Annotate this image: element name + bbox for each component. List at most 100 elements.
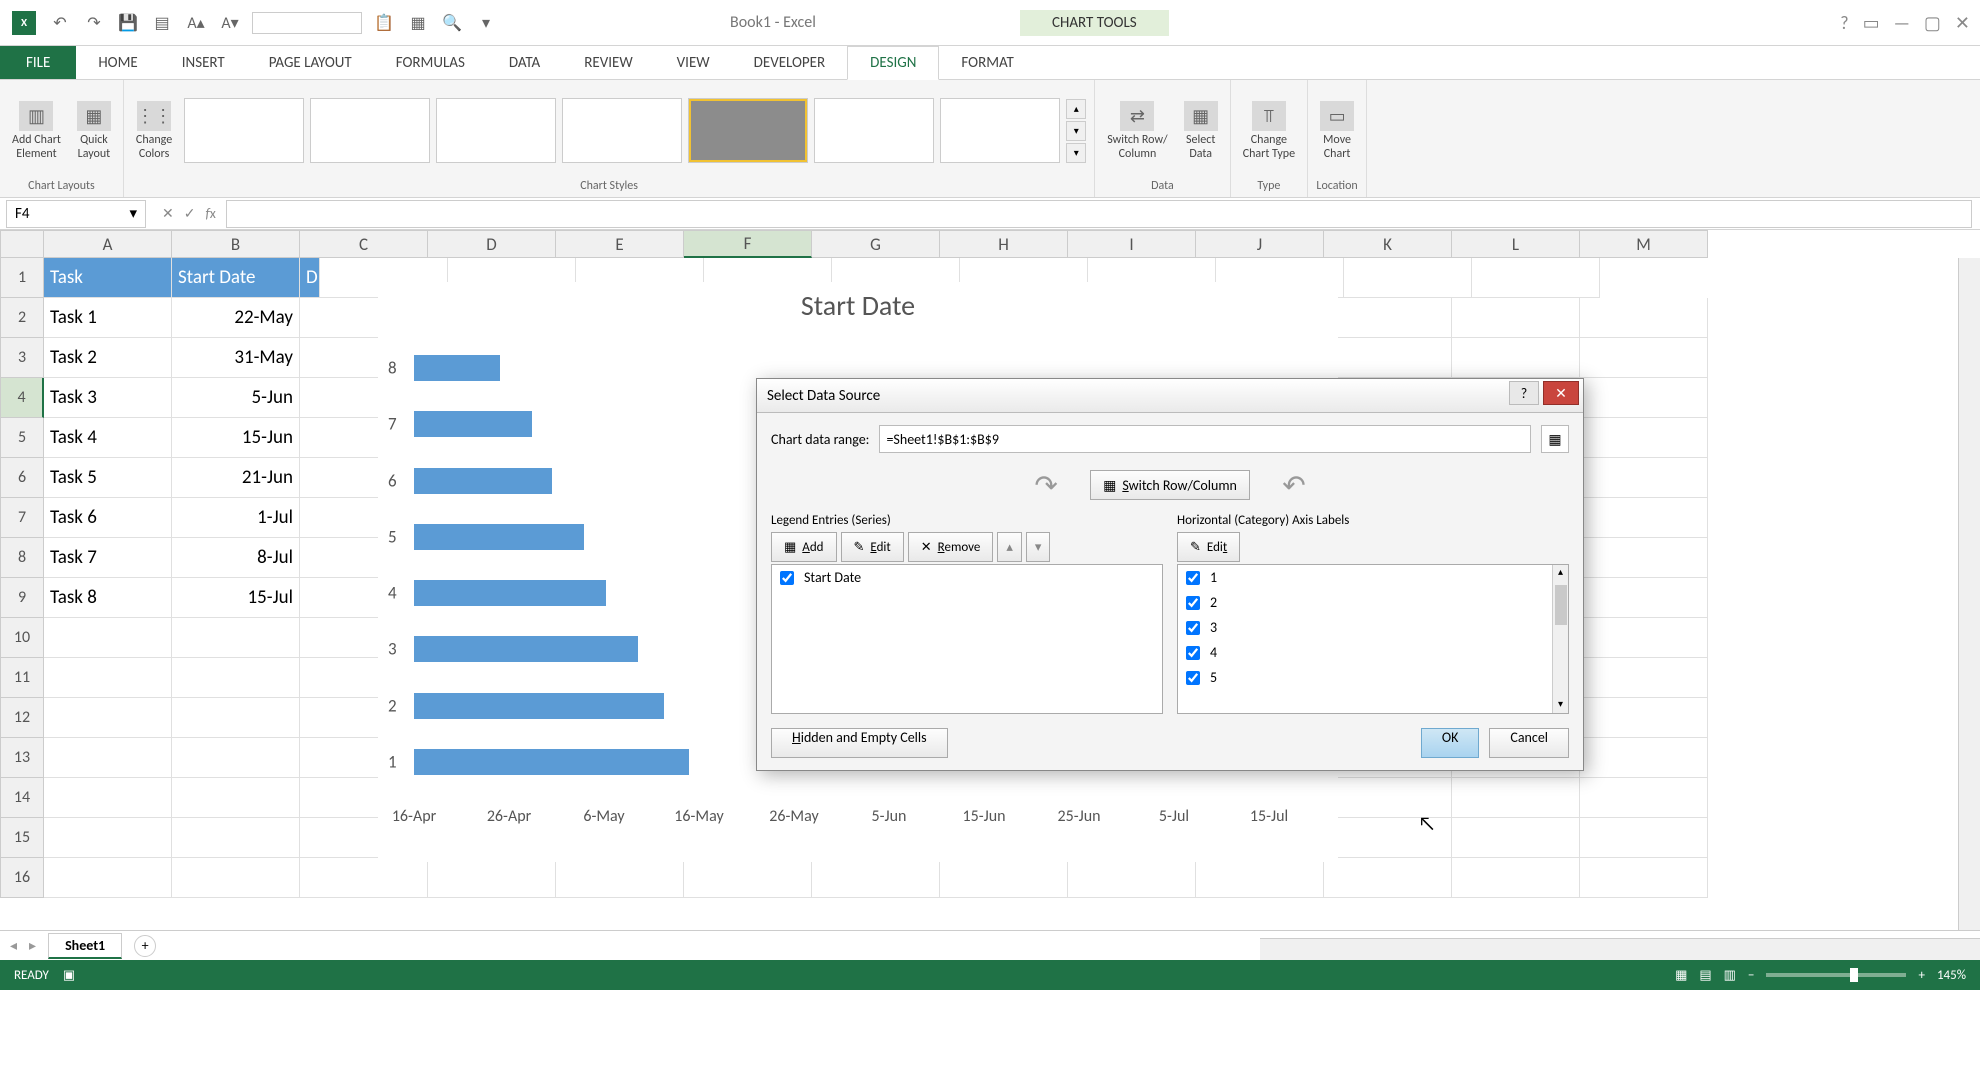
font-box[interactable] — [252, 12, 362, 34]
chevron-down-icon[interactable]: ▾ — [129, 204, 137, 223]
series-item[interactable]: Start Date — [772, 565, 1162, 590]
undo-icon[interactable]: ↶ — [48, 11, 72, 35]
sheet-nav-next-icon[interactable]: ▸ — [29, 937, 36, 954]
cell[interactable] — [556, 858, 684, 898]
column-header[interactable]: I — [1068, 230, 1196, 258]
cell[interactable] — [1580, 338, 1708, 378]
view-page-break-icon[interactable]: ▥ — [1724, 968, 1736, 983]
cell[interactable] — [1580, 538, 1708, 578]
cell[interactable]: Task 1 — [44, 298, 172, 338]
zoom-level[interactable]: 145% — [1937, 968, 1966, 983]
cell[interactable] — [1324, 858, 1452, 898]
hidden-empty-cells-button[interactable]: Hidden and Empty Cells — [771, 728, 948, 758]
series-remove-button[interactable]: ✕ Remove — [908, 532, 994, 562]
series-edit-button[interactable]: ✎ Edit — [841, 532, 904, 562]
cell[interactable] — [172, 698, 300, 738]
axis-labels-list[interactable]: 1 2 3 4 5▴▾ — [1177, 564, 1569, 714]
row-header[interactable]: 7 — [0, 498, 44, 538]
tab-formulas[interactable]: FORMULAS — [374, 46, 487, 79]
row-header[interactable]: 15 — [0, 818, 44, 858]
cell[interactable]: Task 8 — [44, 578, 172, 618]
cell[interactable]: 1-Jul — [172, 498, 300, 538]
row-header[interactable]: 12 — [0, 698, 44, 738]
cell[interactable] — [300, 858, 428, 898]
tab-view[interactable]: VIEW — [655, 46, 732, 79]
dialog-close-icon[interactable]: ✕ — [1543, 381, 1579, 405]
cell[interactable]: Task 5 — [44, 458, 172, 498]
row-header[interactable]: 6 — [0, 458, 44, 498]
close-icon[interactable]: ✕ — [1955, 12, 1970, 34]
cell[interactable] — [1344, 258, 1472, 298]
help-icon[interactable]: ? — [1840, 12, 1848, 34]
cell[interactable] — [940, 858, 1068, 898]
cell[interactable] — [1580, 698, 1708, 738]
zoom-out-icon[interactable]: − — [1748, 968, 1754, 983]
cell[interactable]: 21-Jun — [172, 458, 300, 498]
cell[interactable] — [1580, 738, 1708, 778]
cell[interactable] — [172, 618, 300, 658]
column-header[interactable]: E — [556, 230, 684, 258]
add-sheet-icon[interactable]: + — [134, 935, 156, 957]
column-header[interactable]: B — [172, 230, 300, 258]
cell[interactable] — [172, 658, 300, 698]
paste-icon[interactable]: 📋 — [372, 11, 396, 35]
cell[interactable] — [1580, 498, 1708, 538]
select-data-button[interactable]: ▦Select Data — [1180, 99, 1222, 163]
cell[interactable]: Start Date — [172, 258, 300, 298]
save-icon[interactable]: 💾 — [116, 11, 140, 35]
chart-style-thumb[interactable] — [814, 98, 934, 163]
cell[interactable] — [1580, 658, 1708, 698]
cell[interactable] — [172, 818, 300, 858]
column-header[interactable]: C — [300, 230, 428, 258]
zoom-slider[interactable] — [1766, 973, 1906, 977]
axis-label-item[interactable]: 2 — [1178, 590, 1568, 615]
dialog-titlebar[interactable]: Select Data Source ? ✕ — [757, 379, 1583, 413]
chart-style-thumb[interactable] — [562, 98, 682, 163]
cell[interactable] — [1472, 258, 1600, 298]
font-grow-icon[interactable]: A▴ — [184, 11, 208, 35]
cell[interactable] — [172, 778, 300, 818]
cell[interactable] — [1580, 858, 1708, 898]
horizontal-scrollbar[interactable] — [1260, 938, 1980, 960]
cell[interactable] — [1580, 298, 1708, 338]
chart-style-thumb-selected[interactable] — [688, 98, 808, 163]
cell[interactable] — [812, 858, 940, 898]
tab-file[interactable]: FILE — [0, 46, 76, 79]
axis-label-item[interactable]: 5 — [1178, 665, 1568, 690]
add-chart-element-button[interactable]: ▥Add Chart Element — [8, 99, 65, 163]
view-normal-icon[interactable]: ▦ — [1675, 968, 1687, 983]
gallery-more-icon[interactable]: ▾ — [1066, 143, 1086, 163]
row-header[interactable]: 1 — [0, 258, 44, 298]
redo-icon[interactable]: ↷ — [82, 11, 106, 35]
accept-formula-icon[interactable]: ✓ — [184, 205, 196, 222]
cell[interactable] — [1580, 618, 1708, 658]
cell[interactable]: Task 2 — [44, 338, 172, 378]
row-header[interactable]: 10 — [0, 618, 44, 658]
axis-checkbox[interactable] — [1186, 621, 1200, 635]
column-header[interactable]: M — [1580, 230, 1708, 258]
column-header[interactable]: J — [1196, 230, 1324, 258]
row-header[interactable]: 14 — [0, 778, 44, 818]
row-header[interactable]: 5 — [0, 418, 44, 458]
change-colors-button[interactable]: ⋮⋮Change Colors — [132, 99, 176, 163]
preview-icon[interactable]: 🔍 — [440, 11, 464, 35]
cell[interactable]: 31-May — [172, 338, 300, 378]
row-header[interactable]: 8 — [0, 538, 44, 578]
maximize-icon[interactable]: ▢ — [1924, 12, 1941, 34]
axis-checkbox[interactable] — [1186, 571, 1200, 585]
cell[interactable] — [44, 698, 172, 738]
chart-style-thumb[interactable] — [184, 98, 304, 163]
axis-checkbox[interactable] — [1186, 646, 1200, 660]
row-header[interactable]: 11 — [0, 658, 44, 698]
row-header[interactable]: 3 — [0, 338, 44, 378]
cell[interactable]: 22-May — [172, 298, 300, 338]
column-header[interactable]: L — [1452, 230, 1580, 258]
qat-more-icon[interactable]: ▾ — [474, 11, 498, 35]
cell[interactable]: 8-Jul — [172, 538, 300, 578]
cell[interactable] — [1580, 418, 1708, 458]
select-all-corner[interactable] — [0, 230, 44, 258]
axis-label-item[interactable]: 3 — [1178, 615, 1568, 640]
row-header[interactable]: 9 — [0, 578, 44, 618]
ribbon-options-icon[interactable]: ▭ — [1863, 12, 1880, 34]
column-header[interactable]: D — [428, 230, 556, 258]
